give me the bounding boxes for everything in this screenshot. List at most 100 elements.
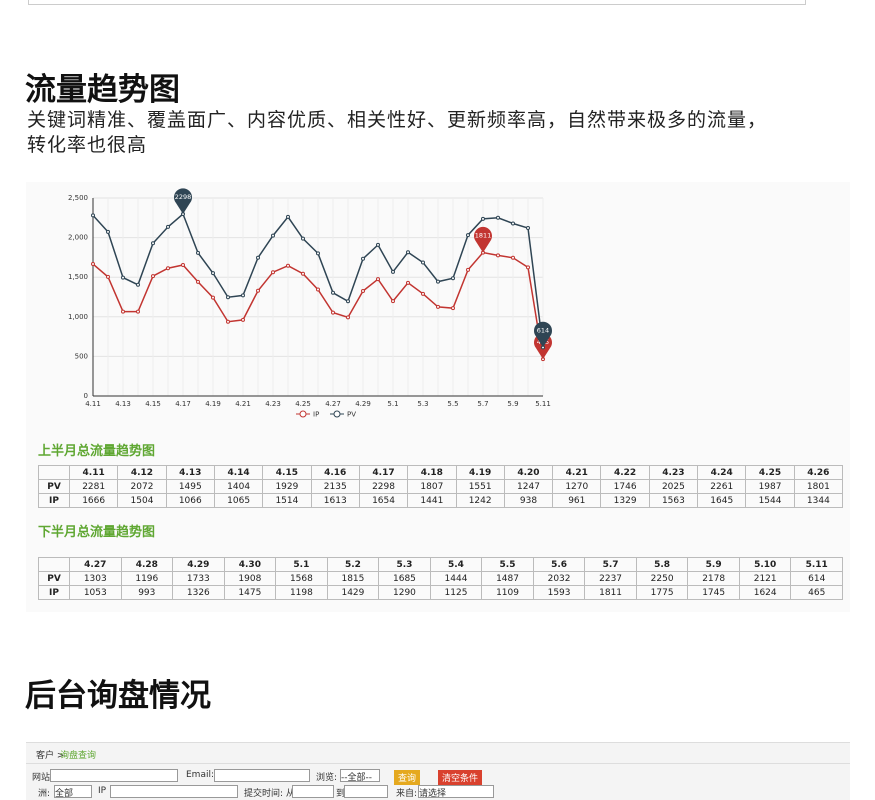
x-tick-label: 4.23 — [265, 400, 281, 408]
point — [511, 221, 515, 226]
cell: 1066 — [165, 493, 215, 508]
to-input[interactable] — [344, 785, 388, 798]
cell: 4.18 — [407, 465, 457, 480]
cell: 2178 — [687, 571, 740, 586]
point — [181, 263, 185, 268]
mark-pin — [174, 188, 192, 214]
row: PV 2281 2072 1495 1404 1929 2135 2298 1807 1551 12… — [38, 479, 844, 494]
cell: 1801 — [793, 479, 844, 494]
cell: IP — [38, 493, 70, 508]
row: 4.11 4.12 4.13 4.14 4.15 4.16 4.17 4.18 4.19 4.20… — [38, 465, 844, 480]
cell: 2250 — [635, 571, 689, 586]
legend-dot — [299, 410, 307, 418]
y-tick-label: 500 — [75, 352, 88, 360]
cell: 1247 — [503, 479, 554, 494]
cell: 1733 — [172, 571, 225, 586]
from-input[interactable] — [292, 785, 334, 798]
cell: 1270 — [552, 479, 602, 494]
y-tick-label: 1,000 — [68, 313, 88, 321]
row: PV 1303 1196 1733 1908 1568 1815 1685 1444 1487 20… — [38, 571, 843, 586]
point — [241, 293, 245, 298]
label: 提交时间: 从 — [244, 789, 295, 799]
x-tick-label: 5.11 — [535, 400, 551, 408]
cell: 993 — [120, 585, 174, 600]
point — [496, 215, 500, 220]
x-tick-label: 4.15 — [145, 400, 161, 408]
cell: 1441 — [407, 493, 457, 508]
point — [421, 260, 425, 265]
clear-button[interactable]: 清空条件 — [438, 770, 483, 785]
point — [271, 233, 275, 238]
title: 流量趋势图 — [25, 72, 180, 108]
mark-pin — [534, 321, 553, 348]
cell: 4.30 — [223, 557, 277, 572]
point — [511, 255, 515, 260]
cell: 1815 — [326, 571, 380, 586]
x-tick-label: 5.7 — [477, 400, 488, 408]
cell: 1065 — [213, 493, 264, 508]
point — [166, 224, 170, 229]
description: 关键词精准、覆盖面广、内容优质、相关性好、更新频率高，自然带来极多的流量，转化率… — [27, 109, 768, 156]
cell: 5.5 — [481, 557, 534, 572]
cell: 1908 — [223, 571, 277, 586]
cell: 5.3 — [378, 557, 431, 572]
cell: 1404 — [213, 479, 264, 494]
cell: 1198 — [275, 585, 328, 600]
cell: 2135 — [310, 479, 360, 494]
table-title: 上半月总流量趋势图 — [38, 444, 156, 459]
search-button[interactable]: 查询 — [394, 770, 421, 785]
point — [421, 291, 425, 296]
point — [91, 213, 95, 218]
point — [301, 236, 305, 241]
y-tick-label: 1,500 — [68, 273, 88, 281]
point — [361, 256, 365, 261]
label: 网站 — [32, 773, 51, 783]
cell: 4.17 — [358, 465, 409, 480]
point — [196, 250, 200, 255]
ip-input[interactable] — [110, 785, 238, 798]
point — [226, 295, 230, 300]
point — [151, 241, 155, 246]
point — [241, 317, 245, 322]
from-select[interactable]: 请选择 — [418, 785, 494, 799]
point — [211, 271, 215, 276]
cell: 2298 — [358, 479, 409, 494]
top-box — [28, 0, 806, 5]
cell: 5.10 — [738, 557, 792, 572]
label: 到 — [336, 789, 346, 799]
label: 浏览: — [316, 773, 338, 783]
point — [136, 282, 140, 287]
cell: 5.4 — [429, 557, 483, 572]
point — [301, 271, 305, 276]
point — [466, 267, 470, 272]
breadcrumb-link[interactable]: 询盘查询 — [60, 751, 97, 761]
cell: 1329 — [600, 493, 650, 508]
label: Email: — [186, 770, 215, 780]
point — [166, 266, 170, 271]
cell: 614 — [790, 571, 843, 586]
point — [406, 280, 410, 285]
browse-select[interactable]: --全部-- — [340, 769, 380, 783]
x-tick-label: 5.3 — [417, 400, 428, 408]
row: 4.27 4.28 4.29 4.30 5.1 5.2 5.3 5.4 5.5 5.6 5.7 5.8… — [38, 557, 843, 572]
table-wrap: 4.11 4.12 4.13 4.14 4.15 4.16 4.17 4.18 4.19 4.20… — [38, 465, 844, 508]
point — [346, 299, 350, 304]
point — [391, 299, 395, 304]
cell: 4.19 — [455, 465, 505, 480]
continent-select[interactable]: 全部 — [54, 785, 92, 799]
point — [196, 279, 200, 284]
site-input[interactable] — [50, 769, 178, 782]
point — [376, 242, 380, 247]
cell: 4.12 — [117, 465, 167, 480]
cell: 1551 — [455, 479, 505, 494]
cell: 4.11 — [68, 465, 119, 480]
cell: 4.22 — [600, 465, 650, 480]
cell: 1487 — [481, 571, 534, 586]
email-input[interactable] — [214, 769, 310, 782]
cell: 938 — [503, 493, 554, 508]
point — [391, 269, 395, 274]
x-tick-label: 4.17 — [175, 400, 191, 408]
x-tick-label: 4.21 — [235, 400, 251, 408]
label: 来自: — [396, 789, 418, 799]
